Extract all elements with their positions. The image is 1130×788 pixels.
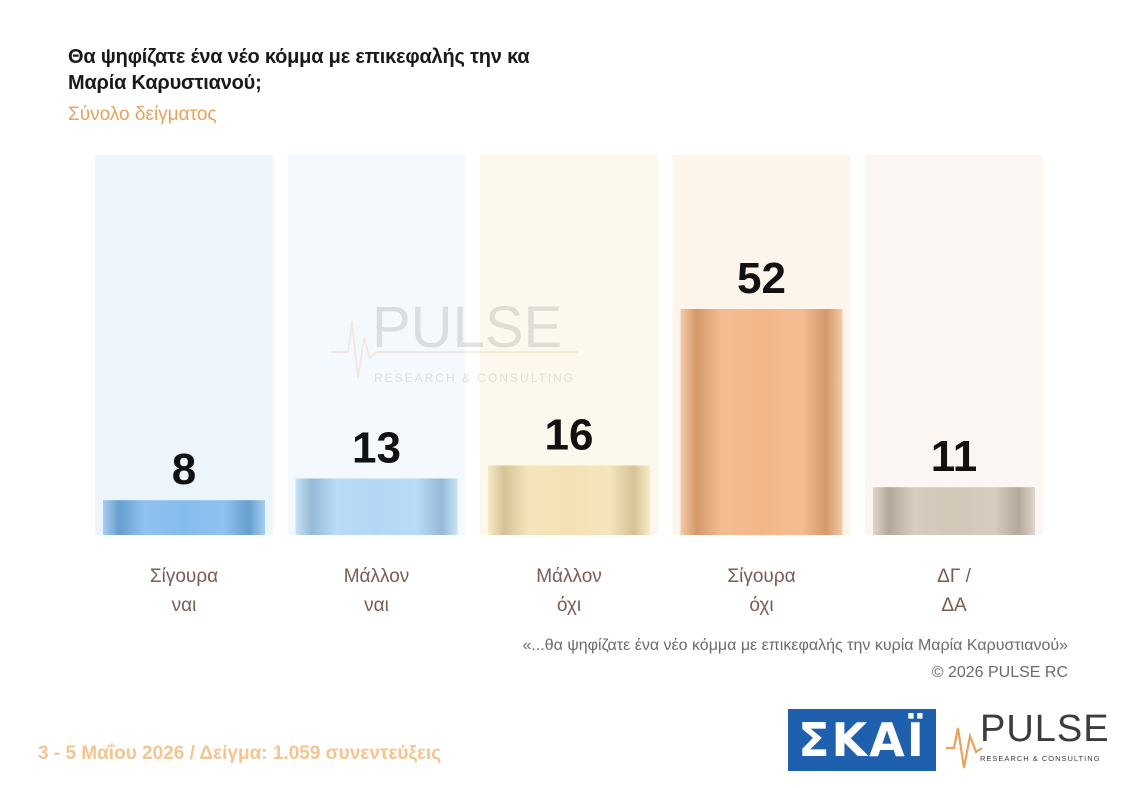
bar-chart: PULSE RESEARCH & CONSULTING 8 Σίγουρα ναι 1… [95,155,1043,616]
skai-logo: ΣΚΑΪ [788,709,936,771]
category-label: ΔΓ / [937,566,971,587]
category-label: ΔΑ [941,595,967,616]
chart-subtitle: Σύνολο δείγματος [68,104,217,125]
column-background [865,155,1043,535]
watermark-sub: RESEARCH & CONSULTING [374,371,575,385]
bar-value-label: 8 [172,445,196,494]
column-background [287,155,466,535]
column-background [95,155,273,535]
pulse-logo-word: PULSE [980,708,1110,750]
pulse-heartbeat-icon [946,727,983,769]
bar-value-label: 52 [737,254,786,303]
question-footnote: «...θα ψηφίζατε ένα νέο κόμμα με επικεφα… [522,637,1069,654]
category-label: Σίγουρα [727,566,795,587]
category-label: ναι [364,595,389,616]
category-label: Μάλλον [536,566,602,587]
bar-value-label: 11 [931,432,978,481]
category-label: Μάλλον [344,566,410,587]
copyright-note: © 2026 PULSE RC [931,664,1068,681]
category-label: όχι [749,595,773,616]
bar-1 [103,500,265,535]
bar-2 [295,478,458,535]
category-label: όχι [557,595,581,616]
watermark-word: PULSE [372,295,562,360]
category-label: Σίγουρα [150,566,218,587]
pulse-logo-sub: RESEARCH & CONSULTING [980,754,1101,763]
bar-value-label: 13 [352,424,401,473]
category-label: ναι [172,595,197,616]
chart-title: Θα ψηφίζατε ένα νέο κόμμα με επικεφαλής … [68,46,530,94]
bar-4 [680,309,843,535]
bar-3 [488,465,650,535]
bar-value-label: 16 [545,410,594,459]
bar-5 [873,487,1035,535]
pulse-watermark: PULSE RESEARCH & CONSULTING [330,295,578,385]
survey-dates-sample: 3 - 5 Μαΐου 2026 / Δείγμα: 1.059 συνεντε… [38,743,442,764]
pulse-logo: PULSE RESEARCH & CONSULTING [944,706,1116,774]
